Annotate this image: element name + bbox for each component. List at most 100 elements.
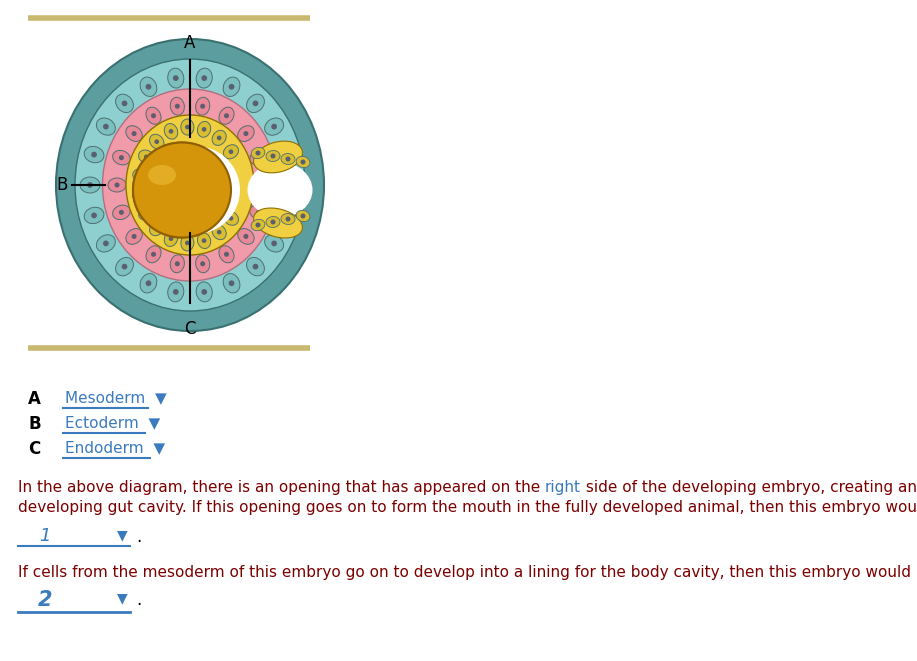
Ellipse shape	[116, 94, 134, 112]
Ellipse shape	[248, 163, 313, 217]
Circle shape	[103, 124, 109, 130]
Circle shape	[256, 151, 260, 155]
Ellipse shape	[103, 89, 278, 281]
Circle shape	[200, 104, 205, 109]
Ellipse shape	[276, 208, 296, 223]
Circle shape	[256, 210, 261, 215]
Ellipse shape	[253, 141, 303, 173]
Ellipse shape	[140, 77, 157, 97]
Ellipse shape	[265, 235, 283, 252]
Ellipse shape	[168, 282, 183, 302]
Circle shape	[228, 84, 235, 90]
Text: .: .	[136, 591, 141, 609]
Ellipse shape	[133, 188, 149, 202]
Circle shape	[256, 223, 260, 227]
Ellipse shape	[113, 205, 130, 219]
Circle shape	[169, 237, 173, 241]
Circle shape	[119, 210, 124, 215]
Ellipse shape	[219, 246, 234, 263]
Circle shape	[271, 124, 277, 130]
Ellipse shape	[171, 97, 184, 115]
Ellipse shape	[96, 118, 116, 136]
Ellipse shape	[280, 177, 300, 193]
Ellipse shape	[296, 210, 310, 221]
Ellipse shape	[276, 146, 296, 163]
Ellipse shape	[254, 208, 303, 238]
Text: .: .	[136, 528, 141, 546]
Text: B: B	[57, 176, 68, 194]
Ellipse shape	[265, 118, 283, 136]
Ellipse shape	[108, 178, 126, 192]
Circle shape	[154, 139, 160, 144]
Ellipse shape	[133, 143, 231, 237]
Circle shape	[271, 219, 275, 225]
Ellipse shape	[149, 221, 164, 236]
Circle shape	[260, 182, 266, 188]
Text: In the above diagram, there is an opening that has appeared on the: In the above diagram, there is an openin…	[18, 480, 545, 495]
Ellipse shape	[249, 150, 268, 165]
Text: 1: 1	[39, 527, 50, 545]
Circle shape	[185, 125, 190, 130]
Circle shape	[173, 75, 179, 81]
Text: B: B	[28, 415, 40, 433]
Ellipse shape	[96, 235, 116, 252]
Ellipse shape	[146, 107, 161, 124]
Ellipse shape	[116, 257, 134, 276]
Circle shape	[243, 131, 249, 136]
Text: right: right	[545, 480, 581, 495]
Circle shape	[91, 151, 97, 157]
Text: C: C	[28, 440, 40, 458]
Circle shape	[131, 234, 137, 239]
Circle shape	[285, 217, 291, 221]
Ellipse shape	[133, 169, 149, 182]
Circle shape	[175, 104, 180, 109]
Ellipse shape	[254, 178, 272, 192]
Text: ▼: ▼	[116, 528, 127, 542]
Ellipse shape	[138, 150, 154, 164]
Circle shape	[287, 182, 293, 188]
Circle shape	[228, 280, 235, 286]
Text: ▼: ▼	[116, 591, 127, 605]
Ellipse shape	[223, 274, 240, 293]
Circle shape	[122, 264, 127, 270]
Text: developing gut cavity. If this opening goes on to form the mouth in the fully de: developing gut cavity. If this opening g…	[18, 500, 917, 515]
Text: If cells from the mesoderm of this embryo go on to develop into a lining for the: If cells from the mesoderm of this embry…	[18, 565, 917, 580]
Ellipse shape	[247, 94, 264, 112]
Ellipse shape	[126, 115, 254, 255]
Text: Mesoderm  ▼: Mesoderm ▼	[65, 390, 167, 405]
Ellipse shape	[84, 208, 104, 223]
Ellipse shape	[266, 217, 280, 227]
Ellipse shape	[146, 246, 161, 263]
Circle shape	[271, 153, 275, 159]
Ellipse shape	[138, 206, 154, 220]
Ellipse shape	[281, 214, 295, 225]
Circle shape	[216, 230, 222, 235]
Circle shape	[202, 75, 207, 81]
Circle shape	[283, 213, 289, 218]
Text: 2: 2	[38, 590, 52, 610]
Ellipse shape	[171, 255, 184, 273]
Ellipse shape	[219, 107, 234, 124]
Ellipse shape	[251, 147, 265, 159]
Circle shape	[228, 216, 233, 221]
Ellipse shape	[168, 68, 183, 88]
Circle shape	[144, 155, 149, 159]
Ellipse shape	[196, 68, 212, 88]
Ellipse shape	[296, 157, 310, 168]
Ellipse shape	[238, 126, 254, 141]
Text: side of the developing embryo, creating an: side of the developing embryo, creating …	[581, 480, 917, 495]
Ellipse shape	[223, 77, 240, 97]
Ellipse shape	[181, 235, 193, 251]
Circle shape	[252, 100, 259, 106]
Circle shape	[224, 252, 229, 257]
Ellipse shape	[212, 225, 226, 240]
Ellipse shape	[197, 233, 211, 249]
Circle shape	[138, 173, 143, 178]
Circle shape	[151, 252, 156, 257]
Ellipse shape	[212, 130, 226, 145]
Circle shape	[144, 211, 149, 215]
Circle shape	[271, 241, 277, 247]
Circle shape	[119, 155, 124, 160]
Ellipse shape	[270, 175, 310, 205]
Circle shape	[283, 151, 289, 157]
